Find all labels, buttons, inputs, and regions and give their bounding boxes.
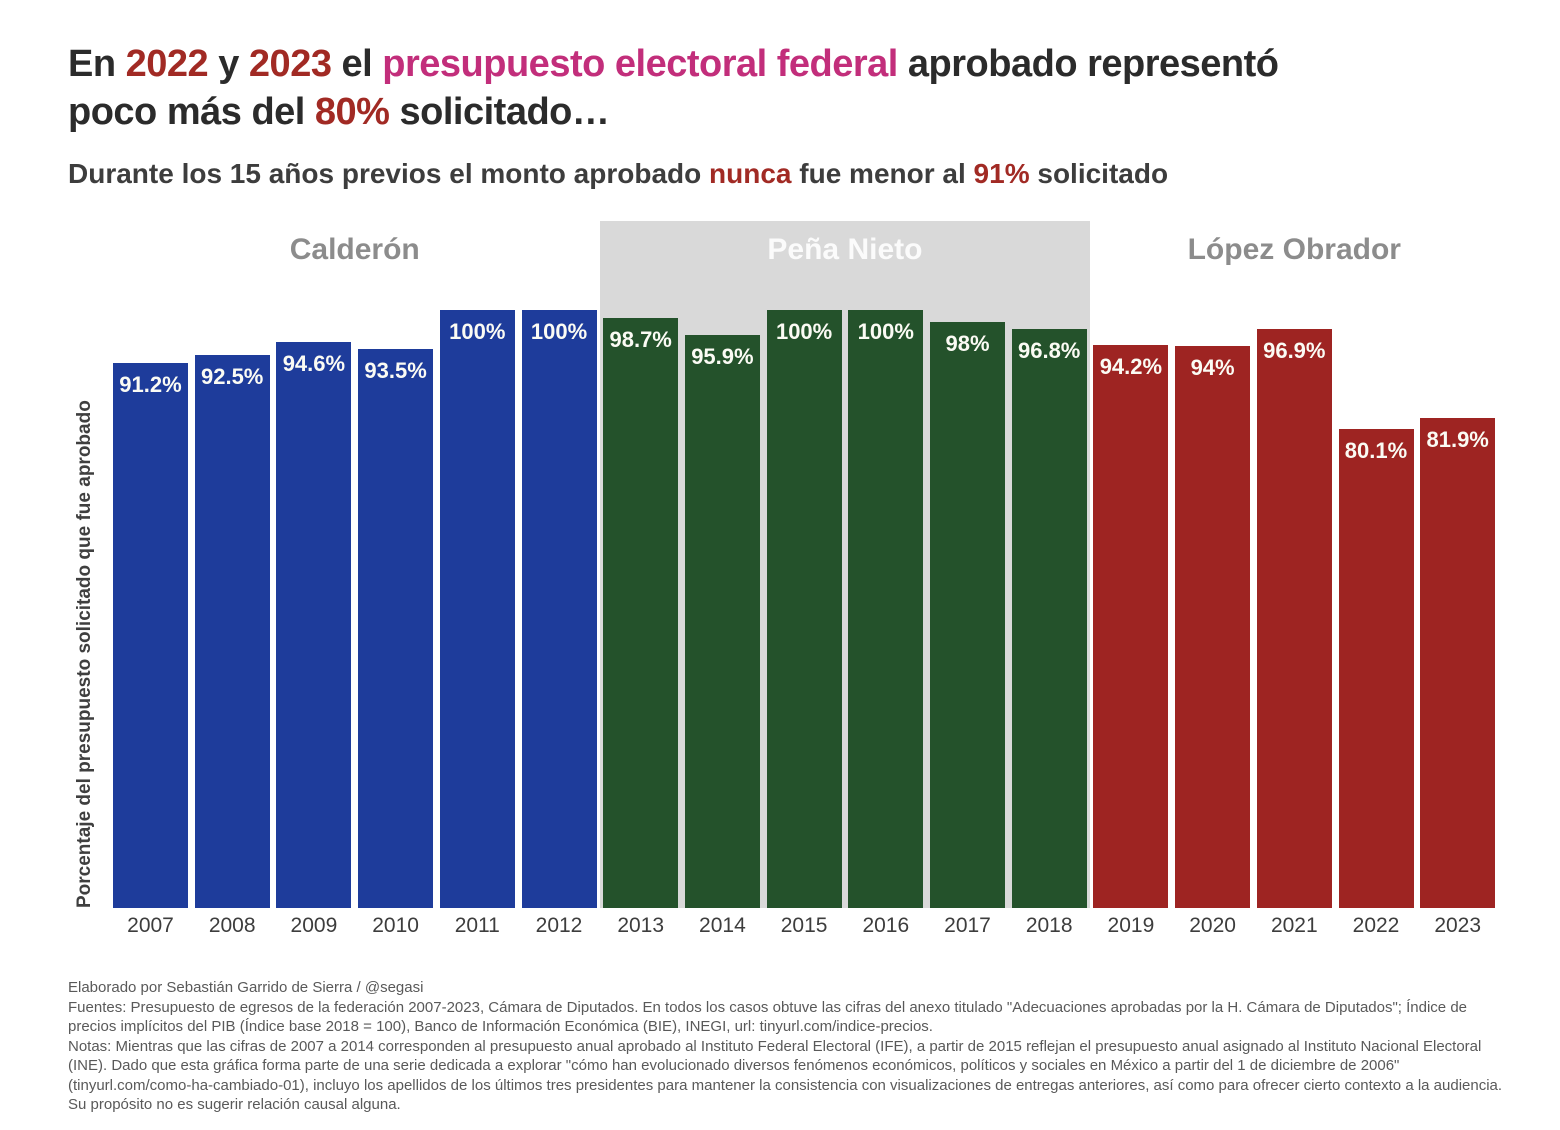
- bar-2023: 81.9%: [1420, 418, 1496, 908]
- title-text-segment: Durante los 15 años previos el monto apr…: [68, 158, 710, 189]
- title-text-segment: nunca: [709, 158, 792, 189]
- bar-value-label-2021: 96.9%: [1263, 337, 1326, 363]
- bar-2015: 100%: [766, 310, 842, 908]
- bar-value-label-2014: 95.9%: [691, 343, 754, 369]
- title-line-1: En 2022 y 2023 el presupuesto electoral …: [68, 40, 1279, 88]
- page-title: En 2022 y 2023 el presupuesto electoral …: [68, 40, 1279, 136]
- x-tick-2023: 2023: [1434, 914, 1482, 937]
- bar-value-label-2019: 94.2%: [1099, 353, 1163, 379]
- title-text-segment: 80%: [314, 91, 390, 133]
- bar-value-label-2007: 91.2%: [119, 371, 182, 397]
- bar-2010: 93.5%: [358, 348, 434, 908]
- bar-2021: 96.9%: [1256, 328, 1332, 908]
- x-tick-2020: 2020: [1189, 914, 1236, 937]
- notes-line: Notas: Mientras que las cifras de 2007 a…: [68, 1037, 1503, 1114]
- bar-value-label-2008: 92.5%: [200, 363, 264, 389]
- title-text-segment: poco más del: [68, 91, 315, 133]
- bar-value-label-2023: 81.9%: [1426, 427, 1489, 453]
- title-text-segment: fue menor al: [791, 158, 974, 189]
- x-tick-2007: 2007: [127, 914, 174, 937]
- x-tick-2015: 2015: [780, 914, 828, 937]
- title-text-segment: 91%: [973, 158, 1030, 189]
- bar-2012: 100%: [521, 310, 597, 908]
- title-text-segment: aprobado representó: [897, 43, 1279, 85]
- bar-value-label-2011: 100%: [449, 319, 506, 344]
- x-tick-2018: 2018: [1025, 914, 1073, 937]
- bar-2018: 96.8%: [1011, 329, 1087, 908]
- bar-2007: 91.2%: [113, 362, 188, 908]
- bar-2013: 98.7%: [603, 317, 679, 908]
- bar-value-label-2015: 100%: [775, 319, 833, 344]
- section-label-calderon: Calderón: [289, 233, 420, 266]
- credit-line: Elaborado por Sebastián Garrido de Sierr…: [68, 979, 424, 996]
- bar-2022: 80.1%: [1338, 429, 1414, 908]
- section-label-pena-nieto: Peña Nieto: [767, 233, 923, 266]
- bar-2011: 100%: [439, 310, 515, 908]
- chart-subtitle: Durante los 15 años previos el monto apr…: [68, 158, 1168, 190]
- title-text-segment: y: [208, 43, 249, 85]
- x-tick-2011: 2011: [454, 914, 500, 937]
- section-label-lopez-obrador: López Obrador: [1187, 233, 1401, 266]
- title-text-segment: solicitado…: [389, 91, 610, 133]
- x-tick-2008: 2008: [208, 914, 256, 937]
- x-tick-2021: 2021: [1270, 914, 1318, 937]
- bar-2016: 100%: [848, 310, 924, 908]
- bar-2014: 95.9%: [684, 334, 760, 908]
- bar-value-label-2018: 96.8%: [1017, 338, 1081, 364]
- bar-2019: 94.2%: [1093, 344, 1169, 908]
- bar-value-label-2016: 100%: [857, 319, 914, 344]
- title-line-2: poco más del 80% solicitado…: [68, 88, 1279, 136]
- bar-value-label-2020: 94%: [1190, 354, 1235, 380]
- bar-2009: 94.6%: [276, 342, 352, 908]
- bar-value-label-2013: 98.7%: [609, 326, 672, 352]
- bar-value-label-2012: 100%: [530, 319, 588, 344]
- bar-value-label-2022: 80.1%: [1344, 438, 1408, 463]
- bar-value-label-2010: 93.5%: [364, 357, 427, 383]
- x-tick-2014: 2014: [699, 914, 746, 937]
- y-axis-label: Porcentaje del presupuesto solicitado qu…: [74, 400, 95, 908]
- title-text-segment: 2022: [125, 43, 209, 85]
- x-tick-2009: 2009: [290, 914, 338, 937]
- title-text-segment: solicitado: [1029, 158, 1169, 189]
- highlight-band-pena-nieto: [599, 221, 1091, 908]
- x-tick-2022: 2022: [1352, 914, 1400, 937]
- x-tick-2010: 2010: [372, 914, 419, 937]
- x-tick-2019: 2019: [1107, 914, 1155, 937]
- x-tick-2012: 2012: [535, 914, 583, 937]
- footer-notes: Elaborado por Sebastián Garrido de Sierr…: [68, 978, 1516, 1115]
- bar-value-label-2017: 98%: [945, 330, 990, 356]
- title-text-segment: el: [331, 43, 383, 85]
- title-text-segment: En: [68, 43, 126, 85]
- x-tick-2017: 2017: [944, 914, 991, 937]
- bar-2017: 98%: [930, 321, 1005, 908]
- bar-2020: 94%: [1175, 345, 1251, 908]
- x-tick-2013: 2013: [617, 914, 665, 937]
- x-tick-2016: 2016: [862, 914, 910, 937]
- sources-line: Fuentes: Presupuesto de egresos de la fe…: [68, 998, 1468, 1036]
- title-text-segment: presupuesto electoral federal: [382, 43, 898, 85]
- bar-2008: 92.5%: [194, 354, 270, 908]
- bar-value-label-2009: 94.6%: [282, 351, 346, 377]
- title-text-segment: 2023: [248, 43, 332, 85]
